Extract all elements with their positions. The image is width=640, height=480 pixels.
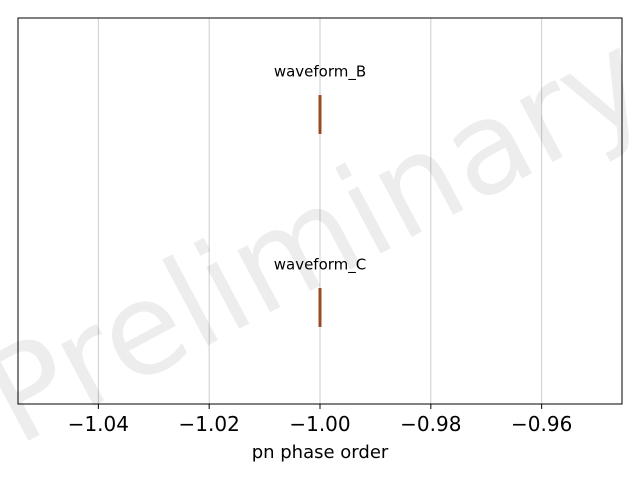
x-tick-label: −0.96: [511, 412, 572, 436]
series-label: waveform_B: [274, 63, 366, 82]
box-plot-waveform_C: waveform_C: [274, 256, 367, 327]
grid-lines: [97, 18, 543, 404]
x-tick-label: −1.02: [179, 412, 240, 436]
x-axis-ticks: −1.04 −1.02 −1.00 −0.98 −0.96: [68, 404, 572, 436]
x-tick-label: −0.98: [400, 412, 461, 436]
x-tick-label: −1.04: [68, 412, 129, 436]
box-plots: waveform_B waveform_C: [274, 63, 367, 327]
series-label: waveform_C: [274, 256, 367, 275]
x-tick-label: −1.00: [289, 412, 350, 436]
box-plot-waveform_B: waveform_B: [274, 63, 366, 134]
x-axis-title: pn phase order: [252, 442, 389, 463]
